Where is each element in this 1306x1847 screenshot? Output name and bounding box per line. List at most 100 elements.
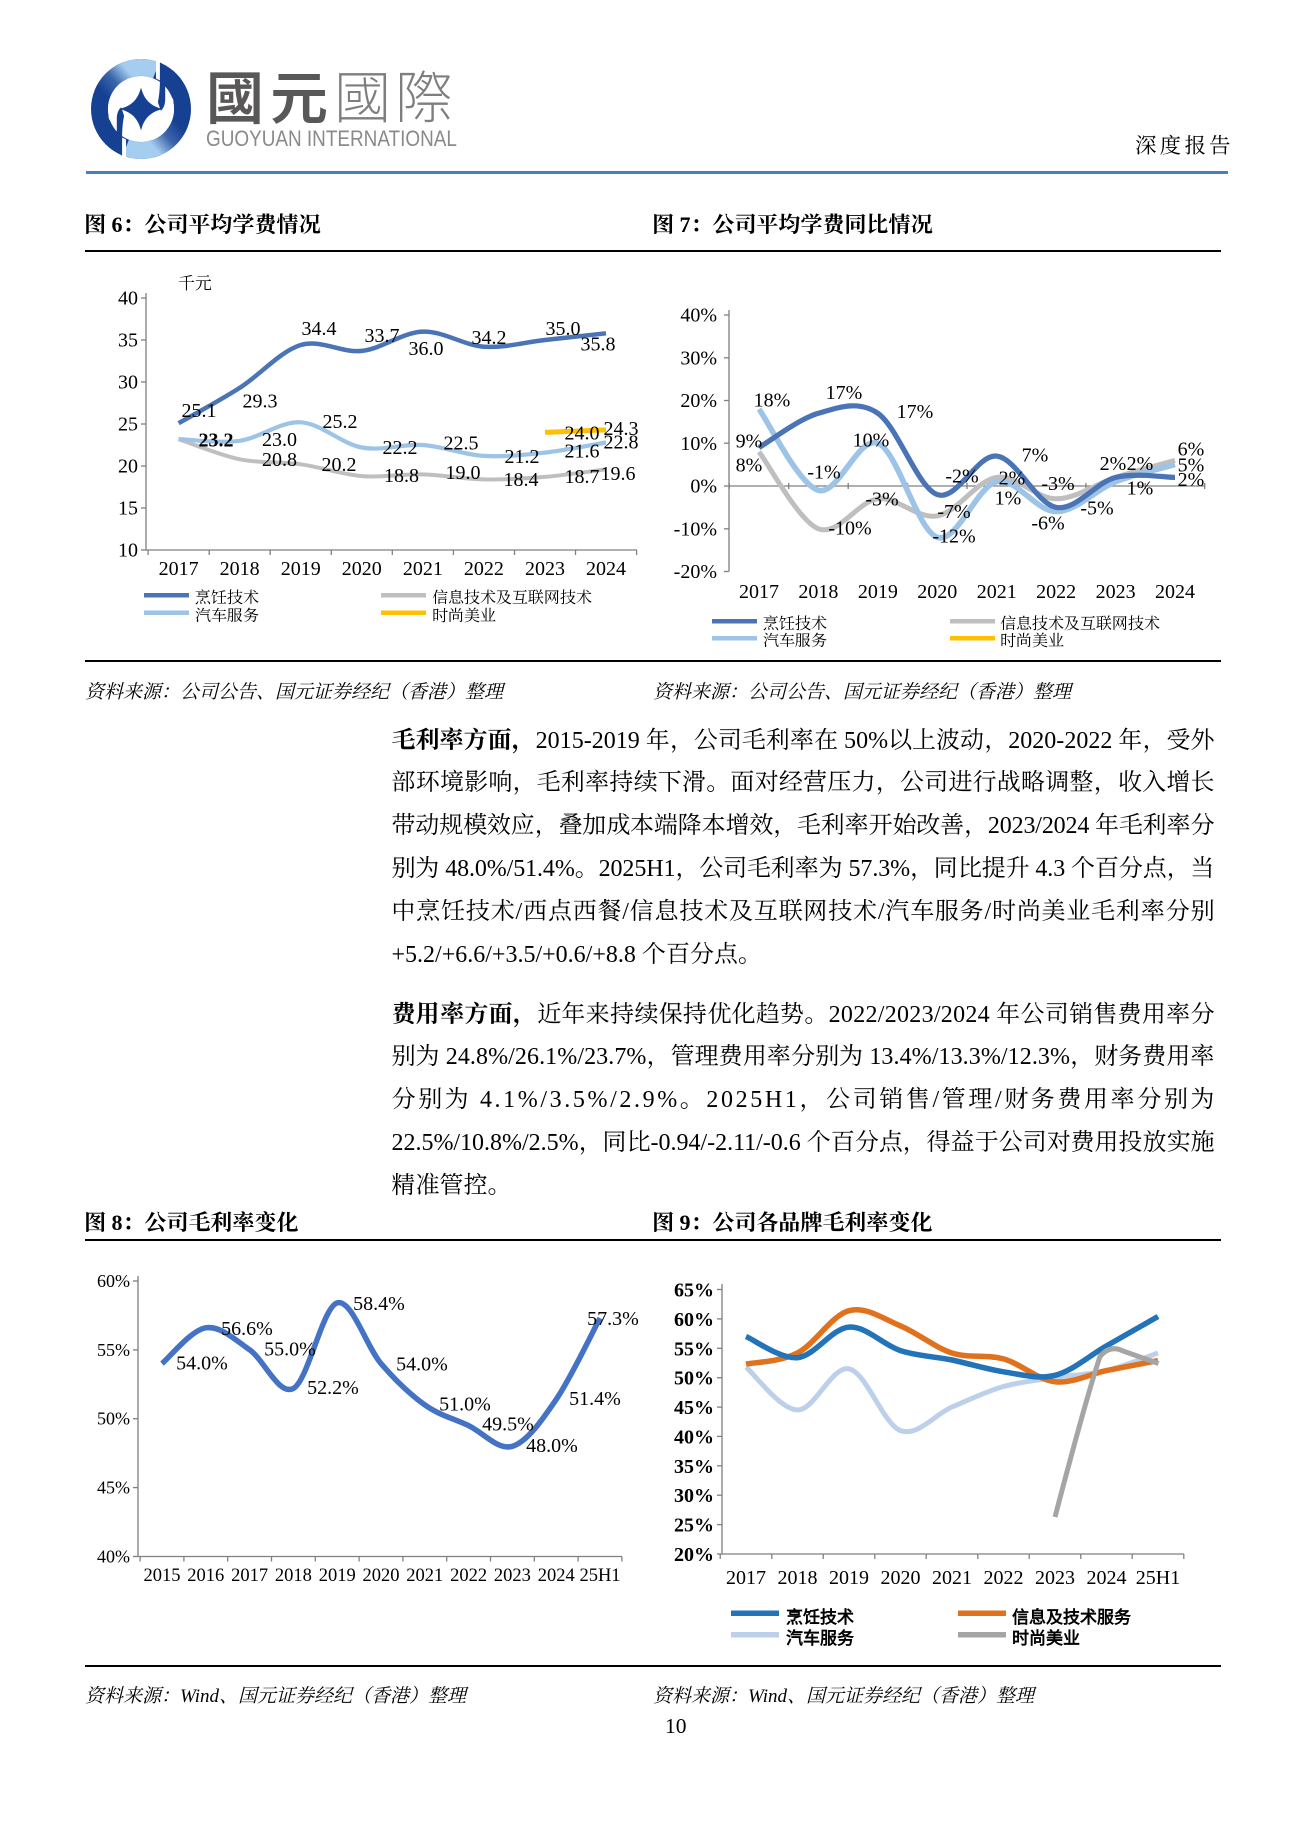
svg-text:-7%: -7%	[937, 501, 970, 523]
svg-text:55%: 55%	[674, 1338, 714, 1360]
svg-text:22.2: 22.2	[383, 437, 418, 459]
svg-text:2023: 2023	[1096, 581, 1136, 603]
svg-text:2023: 2023	[525, 558, 565, 580]
svg-text:20%: 20%	[674, 1544, 714, 1566]
svg-text:56.6%: 56.6%	[221, 1318, 273, 1340]
svg-text:25.1: 25.1	[182, 400, 217, 422]
svg-text:17%: 17%	[826, 382, 863, 404]
svg-text:2023: 2023	[1035, 1567, 1075, 1589]
svg-text:-6%: -6%	[1031, 513, 1064, 535]
svg-text:-10%: -10%	[828, 518, 871, 540]
svg-text:7%: 7%	[1022, 445, 1049, 467]
svg-text:汽车服务: 汽车服务	[195, 607, 259, 625]
svg-text:2022: 2022	[464, 558, 504, 580]
svg-text:1%: 1%	[1127, 478, 1154, 500]
svg-text:2021: 2021	[403, 558, 443, 580]
svg-text:-12%: -12%	[932, 526, 975, 548]
svg-text:25%: 25%	[674, 1515, 714, 1537]
svg-text:千元: 千元	[178, 274, 212, 293]
svg-text:60%: 60%	[97, 1271, 130, 1291]
svg-text:58.4%: 58.4%	[353, 1293, 405, 1315]
svg-text:烹饪技术: 烹饪技术	[786, 1607, 854, 1627]
svg-text:信息及技术服务: 信息及技术服务	[1012, 1607, 1132, 1627]
svg-text:17%: 17%	[897, 401, 934, 423]
svg-text:51.4%: 51.4%	[569, 1388, 621, 1410]
svg-text:20%: 20%	[680, 390, 717, 412]
svg-text:2%: 2%	[1127, 453, 1154, 475]
svg-text:2017: 2017	[726, 1567, 766, 1589]
svg-text:时尚美业: 时尚美业	[432, 607, 497, 625]
svg-text:30%: 30%	[674, 1485, 714, 1507]
svg-text:20: 20	[118, 456, 138, 478]
svg-text:2024: 2024	[586, 558, 626, 580]
svg-text:汽车服务: 汽车服务	[763, 632, 827, 650]
svg-text:49.5%: 49.5%	[482, 1414, 534, 1436]
svg-text:45%: 45%	[97, 1478, 130, 1498]
svg-text:2021: 2021	[977, 581, 1017, 603]
svg-text:10%: 10%	[853, 430, 890, 452]
svg-text:30%: 30%	[680, 347, 717, 369]
svg-text:35.8: 35.8	[581, 334, 616, 356]
svg-text:23.2: 23.2	[199, 430, 234, 452]
svg-text:18.8: 18.8	[384, 465, 419, 487]
svg-text:烹饪技术: 烹饪技术	[195, 589, 259, 607]
svg-text:2019: 2019	[829, 1567, 869, 1589]
svg-text:40%: 40%	[97, 1546, 130, 1566]
svg-text:54.0%: 54.0%	[176, 1353, 228, 1375]
svg-text:18.4: 18.4	[504, 469, 539, 491]
svg-text:2%: 2%	[1100, 453, 1127, 475]
svg-text:9%: 9%	[736, 431, 763, 453]
svg-text:2015: 2015	[144, 1566, 181, 1586]
svg-text:2022: 2022	[1036, 581, 1076, 603]
svg-text:25H1: 25H1	[1136, 1567, 1180, 1589]
svg-text:2018: 2018	[275, 1566, 312, 1586]
svg-text:5%: 5%	[1178, 455, 1205, 477]
svg-text:50%: 50%	[97, 1409, 130, 1429]
svg-text:-5%: -5%	[1080, 498, 1113, 520]
svg-text:35.0: 35.0	[546, 318, 581, 340]
svg-text:25.2: 25.2	[323, 411, 358, 433]
svg-text:29.3: 29.3	[243, 391, 278, 413]
svg-text:2016: 2016	[187, 1566, 224, 1586]
svg-text:24.0: 24.0	[565, 423, 600, 445]
svg-text:15: 15	[118, 498, 138, 520]
svg-text:0%: 0%	[690, 476, 717, 498]
svg-text:55.0%: 55.0%	[264, 1339, 316, 1361]
svg-text:21.2: 21.2	[505, 446, 540, 468]
svg-text:2023: 2023	[494, 1566, 531, 1586]
svg-text:35%: 35%	[674, 1456, 714, 1478]
svg-text:信息技术及互联网技术: 信息技术及互联网技术	[1000, 615, 1160, 633]
svg-text:36.0: 36.0	[409, 338, 444, 360]
svg-text:54.0%: 54.0%	[396, 1354, 448, 1376]
svg-text:24.3: 24.3	[604, 418, 639, 440]
svg-text:65%: 65%	[674, 1280, 714, 1302]
svg-text:2022: 2022	[450, 1566, 487, 1586]
svg-text:35: 35	[118, 330, 138, 352]
svg-text:2022: 2022	[984, 1567, 1024, 1589]
svg-text:25H1: 25H1	[579, 1566, 620, 1586]
svg-text:22.5: 22.5	[444, 433, 479, 455]
svg-text:-1%: -1%	[807, 462, 840, 484]
svg-text:2%: 2%	[999, 468, 1026, 490]
svg-text:2018: 2018	[220, 558, 260, 580]
svg-text:20.2: 20.2	[322, 454, 357, 476]
svg-text:40%: 40%	[680, 305, 717, 327]
svg-text:33.7: 33.7	[365, 325, 400, 347]
svg-text:34.4: 34.4	[302, 318, 337, 340]
svg-text:-3%: -3%	[1041, 473, 1074, 495]
svg-text:57.3%: 57.3%	[587, 1308, 639, 1330]
svg-text:1%: 1%	[995, 488, 1022, 510]
svg-text:10%: 10%	[680, 433, 717, 455]
svg-text:-10%: -10%	[674, 518, 717, 540]
svg-text:2024: 2024	[1155, 581, 1195, 603]
svg-text:2020: 2020	[917, 581, 957, 603]
svg-text:2020: 2020	[342, 558, 382, 580]
svg-text:6%: 6%	[1178, 439, 1205, 461]
svg-text:40: 40	[118, 288, 138, 310]
svg-text:25: 25	[118, 414, 138, 436]
svg-text:2019: 2019	[319, 1566, 356, 1586]
svg-text:2017: 2017	[231, 1566, 268, 1586]
svg-text:60%: 60%	[674, 1309, 714, 1331]
svg-text:2019: 2019	[281, 558, 321, 580]
svg-text:2024: 2024	[538, 1566, 575, 1586]
